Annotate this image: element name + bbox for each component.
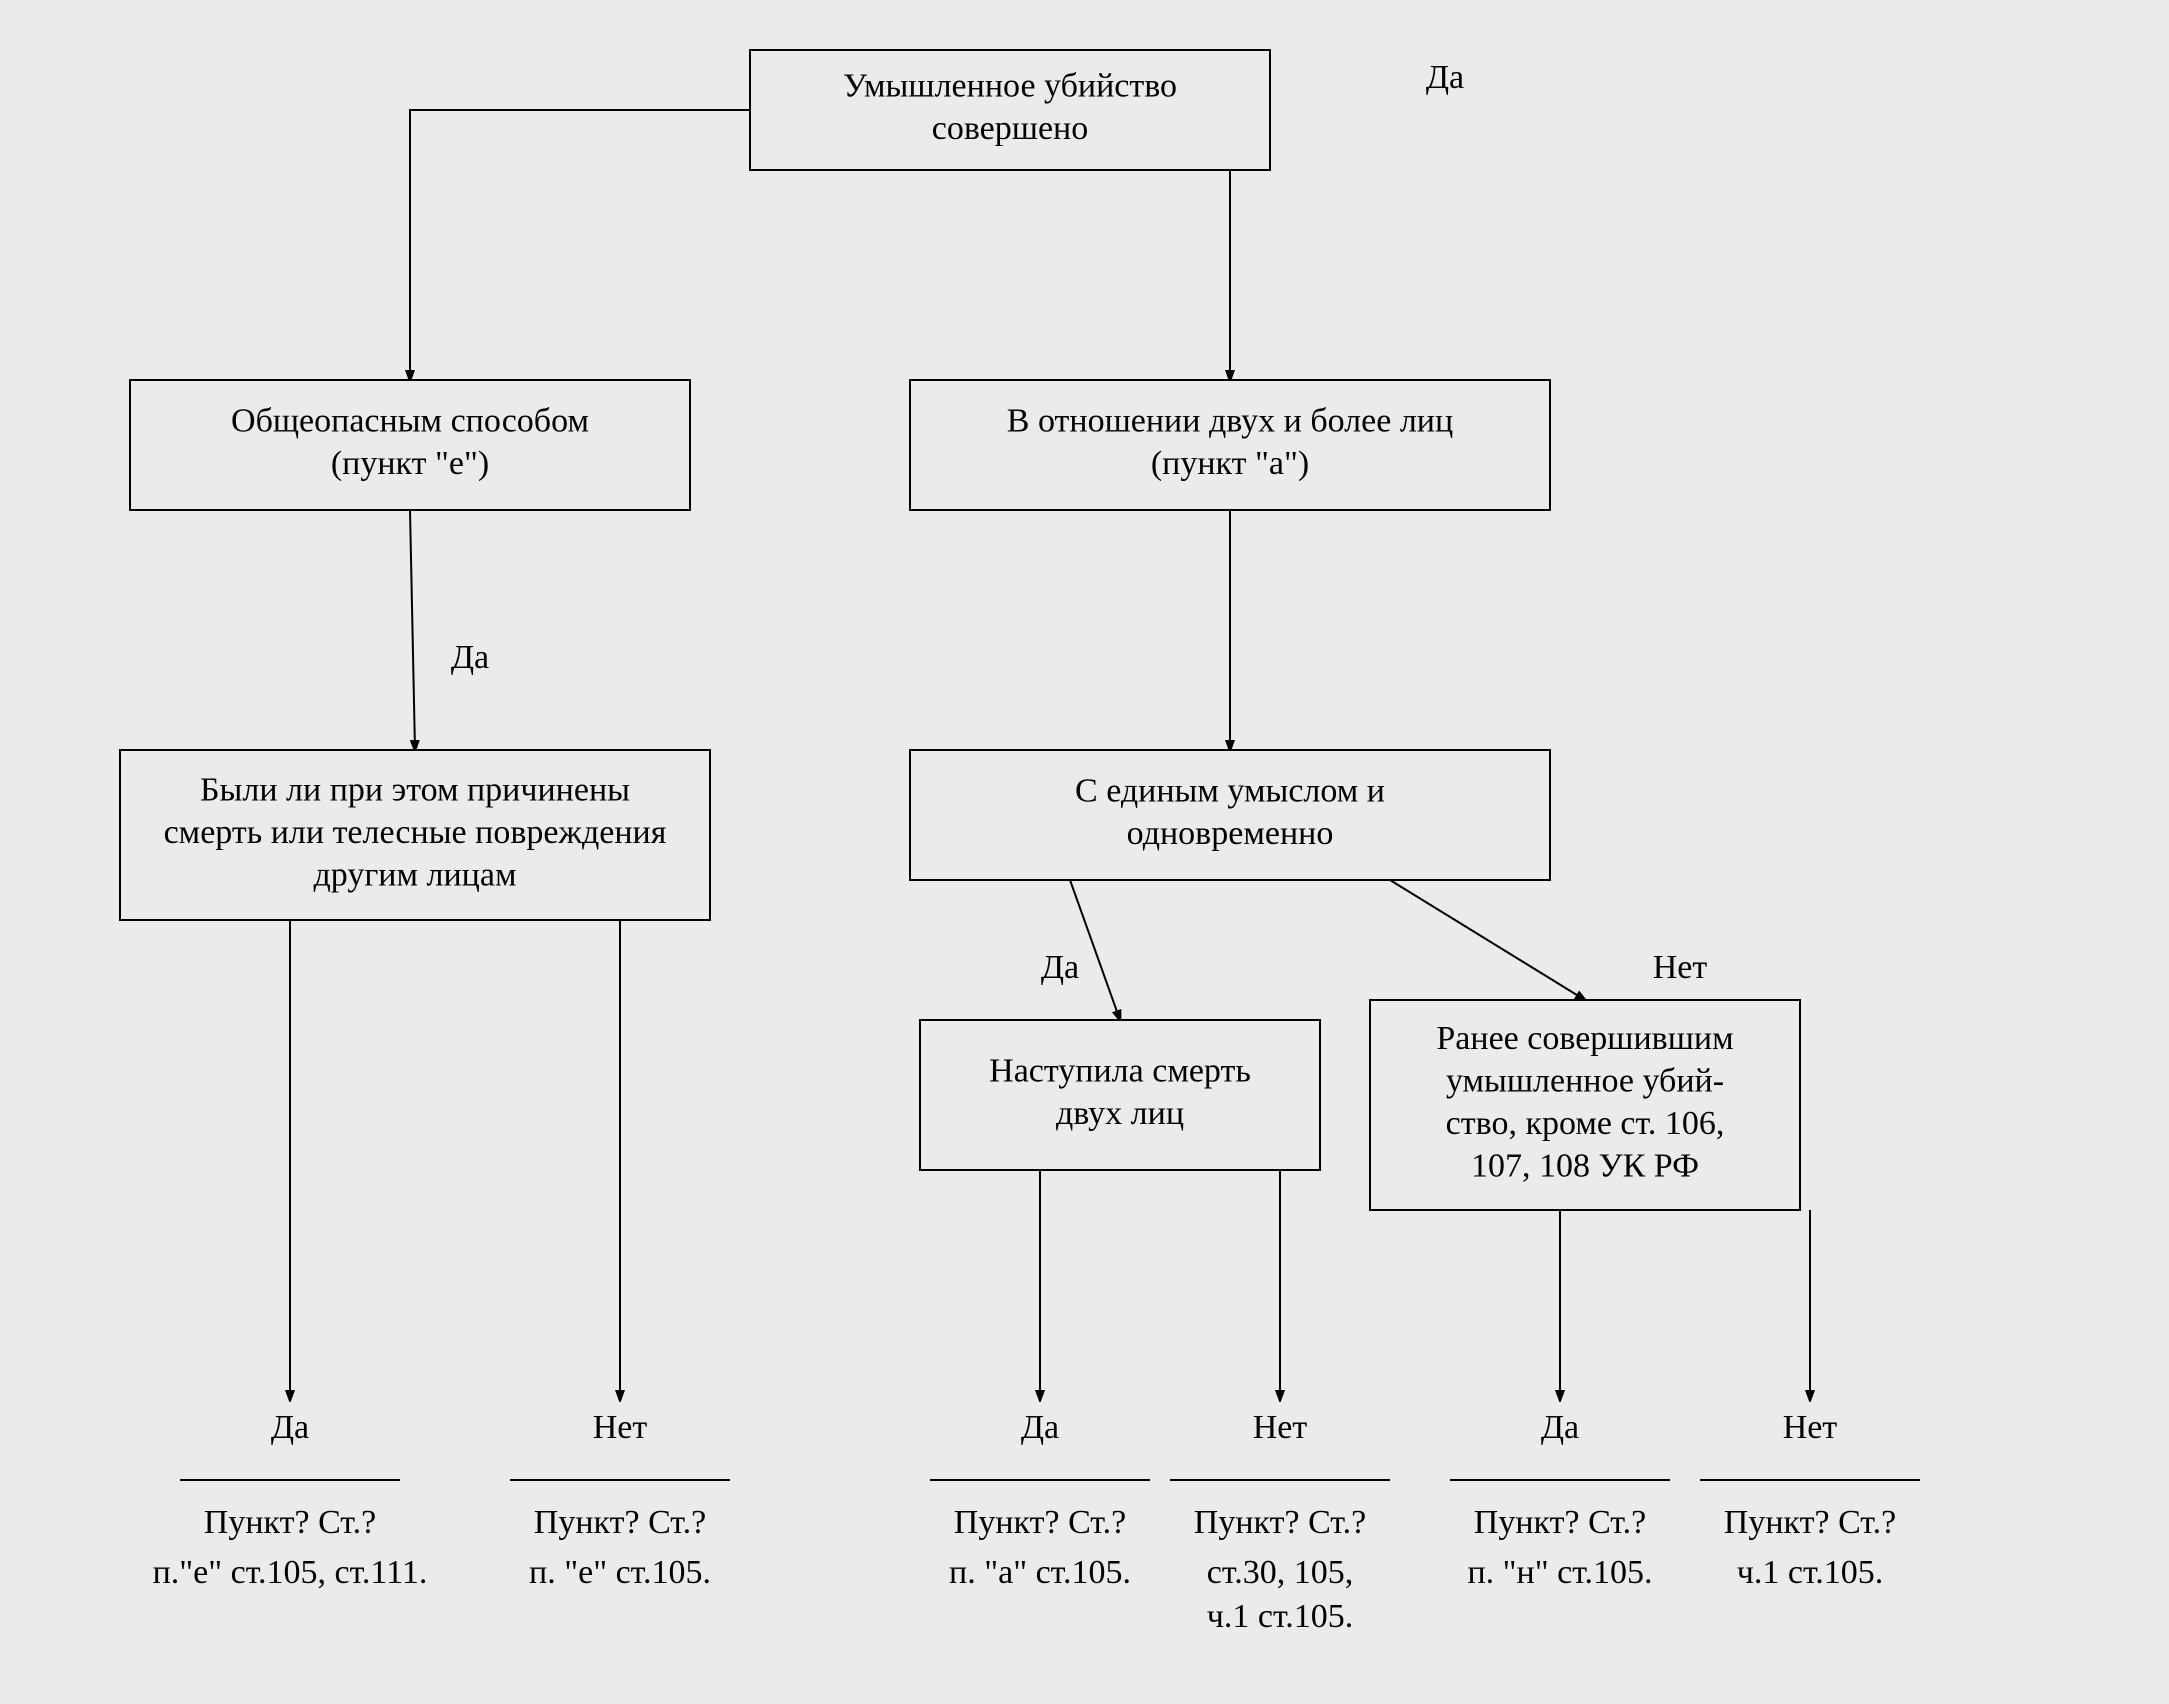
answer-2-result-0: п. "а" ст.105.: [949, 1554, 1131, 1591]
node-right3b-line-0: Ранее совершившим: [1436, 1020, 1733, 1057]
node-right2-line-1: одновременно: [1127, 815, 1334, 852]
node-right1-line-0: В отношении двух и более лиц: [1007, 403, 1453, 440]
answer-3-question: Пункт? Ст.?: [1194, 1504, 1366, 1541]
edge-right2-right3b: [1390, 880, 1585, 1000]
node-right3a-line-0: Наступила смерть: [989, 1053, 1251, 1090]
answer-2-question: Пункт? Ст.?: [954, 1504, 1126, 1541]
edge-label-left1-left2: Да: [451, 639, 489, 676]
node-right2-line-0: С единым умыслом и: [1075, 773, 1385, 810]
node-right1: В отношении двух и более лиц (пункт "а"): [910, 380, 1550, 510]
flowchart-diagram: Да Да Да Нет Умышленное убийство совершено Общ…: [0, 0, 2169, 1704]
node-right2: С единым умыслом и одновременно: [910, 750, 1550, 880]
edge-label-right2-right3a: Да: [1041, 949, 1079, 986]
answer-3-result-1: ч.1 ст.105.: [1207, 1598, 1354, 1635]
answer-5-question: Пункт? Ст.?: [1724, 1504, 1896, 1541]
nodes-group: Умышленное убийство совершено Общеопасным …: [120, 50, 1800, 1210]
answer-2: Да Пункт? Ст.? п. "а" ст.105.: [930, 1409, 1150, 1591]
node-right3b-line-3: 107, 108 УК РФ: [1471, 1148, 1699, 1185]
answer-4-label: Да: [1541, 1409, 1579, 1446]
answer-0: Да Пункт? Ст.? п."е" ст.105, ст.111.: [153, 1409, 428, 1591]
node-root-line-1: совершено: [932, 110, 1089, 147]
answer-4: Да Пункт? Ст.? п. "н" ст.105.: [1450, 1409, 1670, 1591]
node-left1-line-1: (пункт "е"): [331, 445, 489, 482]
answer-4-question: Пункт? Ст.?: [1474, 1504, 1646, 1541]
node-left2-line-2: другим лицам: [314, 856, 517, 893]
answer-3-label: Нет: [1253, 1409, 1308, 1446]
answer-0-question: Пункт? Ст.?: [204, 1504, 376, 1541]
answer-0-label: Да: [271, 1409, 309, 1446]
answer-0-result-0: п."е" ст.105, ст.111.: [153, 1554, 428, 1591]
edge-label-right2-right3b: Нет: [1653, 949, 1708, 986]
node-left2-line-0: Были ли при этом причинены: [200, 771, 630, 808]
edge-left1-left2: [410, 510, 415, 750]
node-right3a: Наступила смерть двух лиц: [920, 1020, 1320, 1170]
answer-1-question: Пункт? Ст.?: [534, 1504, 706, 1541]
answer-4-result-0: п. "н" ст.105.: [1467, 1554, 1652, 1591]
node-right3b-line-2: ство, кроме ст. 106,: [1446, 1105, 1725, 1142]
answers-group: Да Пункт? Ст.? п."е" ст.105, ст.111. Нет Пун…: [153, 1409, 1920, 1635]
node-left1-line-0: Общеопасным способом: [231, 403, 589, 440]
node-left2-line-1: смерть или телесные повреждения: [164, 814, 667, 851]
node-left2: Были ли при этом причинены смерть или тел…: [120, 750, 710, 920]
answer-2-label: Да: [1021, 1409, 1059, 1446]
node-right3b-line-1: умышленное убий-: [1446, 1063, 1724, 1100]
node-root: Умышленное убийство совершено: [750, 50, 1270, 170]
answer-5: Нет Пункт? Ст.? ч.1 ст.105.: [1700, 1409, 1920, 1591]
edge-label-root-right1: Да: [1426, 59, 1464, 96]
answer-3: Нет Пункт? Ст.? ст.30, 105, ч.1 ст.105.: [1170, 1409, 1390, 1635]
answer-5-label: Нет: [1783, 1409, 1838, 1446]
answer-5-result-0: ч.1 ст.105.: [1737, 1554, 1884, 1591]
node-root-line-0: Умышленное убийство: [843, 68, 1177, 105]
edge-root-left1: [410, 110, 750, 380]
answer-1-label: Нет: [593, 1409, 648, 1446]
node-right3a-line-1: двух лиц: [1056, 1095, 1184, 1132]
answer-3-result-0: ст.30, 105,: [1207, 1554, 1353, 1591]
node-right3b: Ранее совершившим умышленное убий-ство, к…: [1370, 1000, 1800, 1210]
node-right1-line-1: (пункт "а"): [1151, 445, 1309, 482]
answer-1: Нет Пункт? Ст.? п. "е" ст.105.: [510, 1409, 730, 1591]
answer-1-result-0: п. "е" ст.105.: [529, 1554, 711, 1591]
node-left1: Общеопасным способом (пункт "е"): [130, 380, 690, 510]
